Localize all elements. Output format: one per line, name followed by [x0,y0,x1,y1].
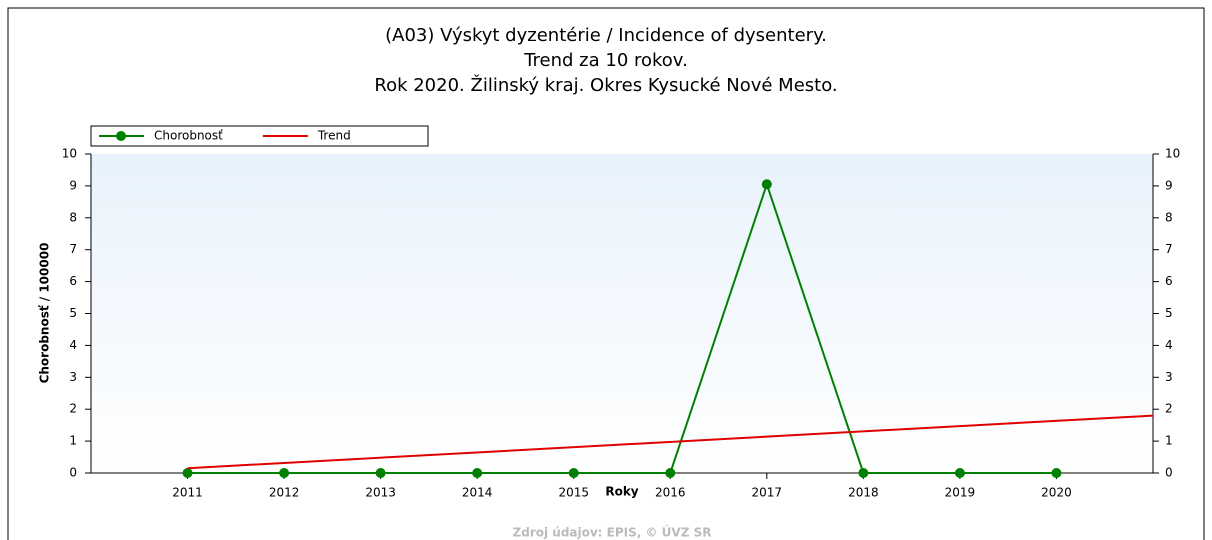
chart-title: Trend za 10 rokov. [523,50,688,71]
y-tick-label: 9 [69,178,77,192]
series-line [187,414,1154,470]
y2-tick-label: 2 [1165,402,1173,416]
x-tick-label: 2012 [269,486,300,500]
series-line [187,181,1057,474]
x-axis-label: Roky [605,485,638,499]
source: Zdroj údajov: EPIS, © ÚVZ SR [513,525,712,540]
marker [1051,468,1062,478]
x-tick-label: 2016 [655,486,686,500]
y-tick-label: 7 [69,242,77,256]
x-tick-label: 2018 [848,486,879,500]
y-tick-label: 0 [69,466,77,480]
x-tick-label: 2013 [365,486,396,500]
y-tick-label: 2 [69,402,77,416]
x-tick-label: 2015 [558,486,589,500]
legend-label: Chorobnosť [154,129,223,143]
marker [375,468,386,478]
y-tick-label: 10 [62,147,77,161]
legend-label: Trend [317,129,351,143]
y2-tick-label: 0 [1165,466,1173,480]
y-tick-label: 6 [69,274,77,288]
y2-tick-label: 7 [1165,242,1173,256]
y-tick-label: 5 [69,306,77,320]
chart-title: (A03) Výskyt dyzentérie / Incidence of d… [385,25,827,46]
y-tick-label: 1 [69,434,77,448]
marker [858,468,869,478]
chart-title: Rok 2020. Žilinský kraj. Okres Kysucké N… [374,74,837,96]
marker [954,468,965,478]
y-tick-label: 3 [69,370,77,384]
x-tick-label: 2014 [462,486,493,500]
y2-tick-label: 6 [1165,274,1173,288]
y2-tick-label: 5 [1165,306,1173,320]
y2-tick-label: 10 [1165,147,1180,161]
x-tick-label: 2019 [945,486,976,500]
y2-tick-label: 3 [1165,370,1173,384]
y2-tick-label: 8 [1165,210,1173,224]
legend-box [90,125,429,147]
y-tick-label: 4 [69,338,77,352]
x-tick-label: 2011 [172,486,203,500]
y-tick-label: 8 [69,210,77,224]
y2-tick-label: 9 [1165,178,1173,192]
marker [182,468,193,478]
y2-tick-label: 1 [1165,434,1173,448]
legend-marker [116,131,126,141]
x-tick-label: 2017 [752,486,783,500]
marker [568,468,579,478]
x-tick-label: 2020 [1041,486,1072,500]
plot-area [91,154,1153,473]
frame [7,7,1205,540]
marker [472,468,483,478]
marker [665,468,676,478]
y-axis-label: Chorobnosť / 100000 [38,243,52,384]
y2-tick-label: 4 [1165,338,1173,352]
marker [761,179,772,190]
marker [279,468,290,478]
